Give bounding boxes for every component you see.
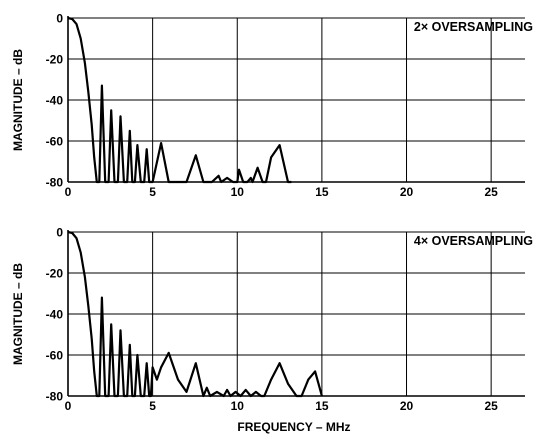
x-tick-label: 20 xyxy=(400,185,414,199)
oversampling-annotation: 2× OVERSAMPLING xyxy=(414,20,533,34)
x-tick-label: 25 xyxy=(484,185,498,199)
y-tick-label: -60 xyxy=(46,135,64,149)
magnitude-response-line-4x xyxy=(67,230,323,398)
y-tick-label: 0 xyxy=(56,226,63,240)
x-tick-label: 20 xyxy=(400,399,414,413)
y-tick-label: -80 xyxy=(46,390,64,404)
y-axis-label: MAGNITUDE – dB xyxy=(11,49,25,151)
x-tick-label: 15 xyxy=(315,185,329,199)
x-tick-label: 10 xyxy=(231,185,245,199)
y-tick-label: 0 xyxy=(56,12,63,26)
x-tick-label: 5 xyxy=(149,185,156,199)
oversampling-annotation: 4× OVERSAMPLING xyxy=(414,234,533,248)
y-tick-label: -60 xyxy=(46,349,64,363)
y-tick-label: -40 xyxy=(46,308,64,322)
y-tick-label: -20 xyxy=(46,267,64,281)
x-tick-label: 0 xyxy=(65,185,72,199)
x-tick-label: 10 xyxy=(231,399,245,413)
x-tick-label: 25 xyxy=(484,399,498,413)
x-tick-label: 5 xyxy=(149,399,156,413)
x-tick-label: 15 xyxy=(315,399,329,413)
y-tick-label: -20 xyxy=(46,53,64,67)
magnitude-response-line-2x xyxy=(67,16,292,184)
y-axis-label: MAGNITUDE – dB xyxy=(11,263,25,365)
y-tick-label: -80 xyxy=(46,176,64,190)
x-axis-label: FREQUENCY – MHz xyxy=(237,420,350,434)
x-tick-label: 0 xyxy=(65,399,72,413)
y-tick-label: -40 xyxy=(46,94,64,108)
